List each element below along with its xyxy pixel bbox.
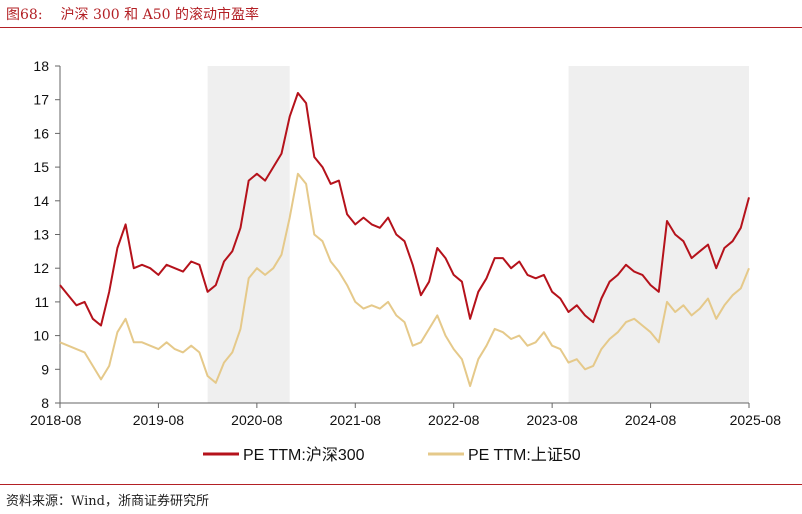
series-line-1 [59, 92, 750, 327]
source-note: 资料来源：Wind，浙商证券研究所 [6, 494, 209, 509]
y-tick-label: 16 [33, 125, 49, 141]
x-tick-label: 2023-08 [526, 412, 578, 428]
shaded-period-1 [207, 66, 290, 403]
series-line-2 [59, 172, 750, 388]
x-tick-label: 2025-08 [730, 412, 782, 428]
legend: PE TTM:沪深300 PE TTM:上证50 [203, 446, 581, 464]
y-tick-label: 14 [33, 193, 49, 209]
axes: 8 9 10 11 12 13 14 15 16 17 18 2018-08 2019-08 2020-0… [30, 58, 781, 428]
y-tick-label: 18 [33, 58, 49, 74]
source-rule [0, 484, 802, 485]
pe-ttm-chart: 8 9 10 11 12 13 14 15 16 17 18 2018-08 2019-08 2020-0… [30, 58, 781, 464]
series-lines [59, 92, 750, 388]
figure-title: 沪深 300 和 A50 的滚动市盈率 [60, 7, 259, 23]
y-tick-label: 15 [33, 159, 49, 175]
y-tick-label: 12 [33, 260, 49, 276]
y-tick-label: 10 [33, 328, 49, 344]
y-tick-label: 17 [33, 92, 49, 108]
caption-rule [0, 27, 802, 28]
x-tick-label: 2018-08 [30, 412, 82, 428]
legend-label-2: PE TTM:上证50 [468, 446, 581, 464]
shaded-period-2 [568, 66, 749, 403]
x-tick-label: 2019-08 [133, 412, 185, 428]
y-tick-label: 11 [34, 294, 49, 310]
figure-number: 图68: [6, 7, 43, 23]
x-tick-label: 2021-08 [330, 412, 382, 428]
x-tick-label: 2024-08 [625, 412, 677, 428]
x-tick-label: 2020-08 [231, 412, 283, 428]
legend-label-1: PE TTM:沪深300 [243, 446, 365, 464]
shaded-periods [207, 66, 749, 403]
y-tick-label: 9 [41, 361, 49, 377]
figure-caption: 图68: 沪深 300 和 A50 的滚动市盈率 [6, 4, 259, 24]
x-tick-label: 2022-08 [428, 412, 480, 428]
y-tick-label: 8 [41, 395, 49, 411]
y-tick-label: 13 [33, 227, 49, 243]
